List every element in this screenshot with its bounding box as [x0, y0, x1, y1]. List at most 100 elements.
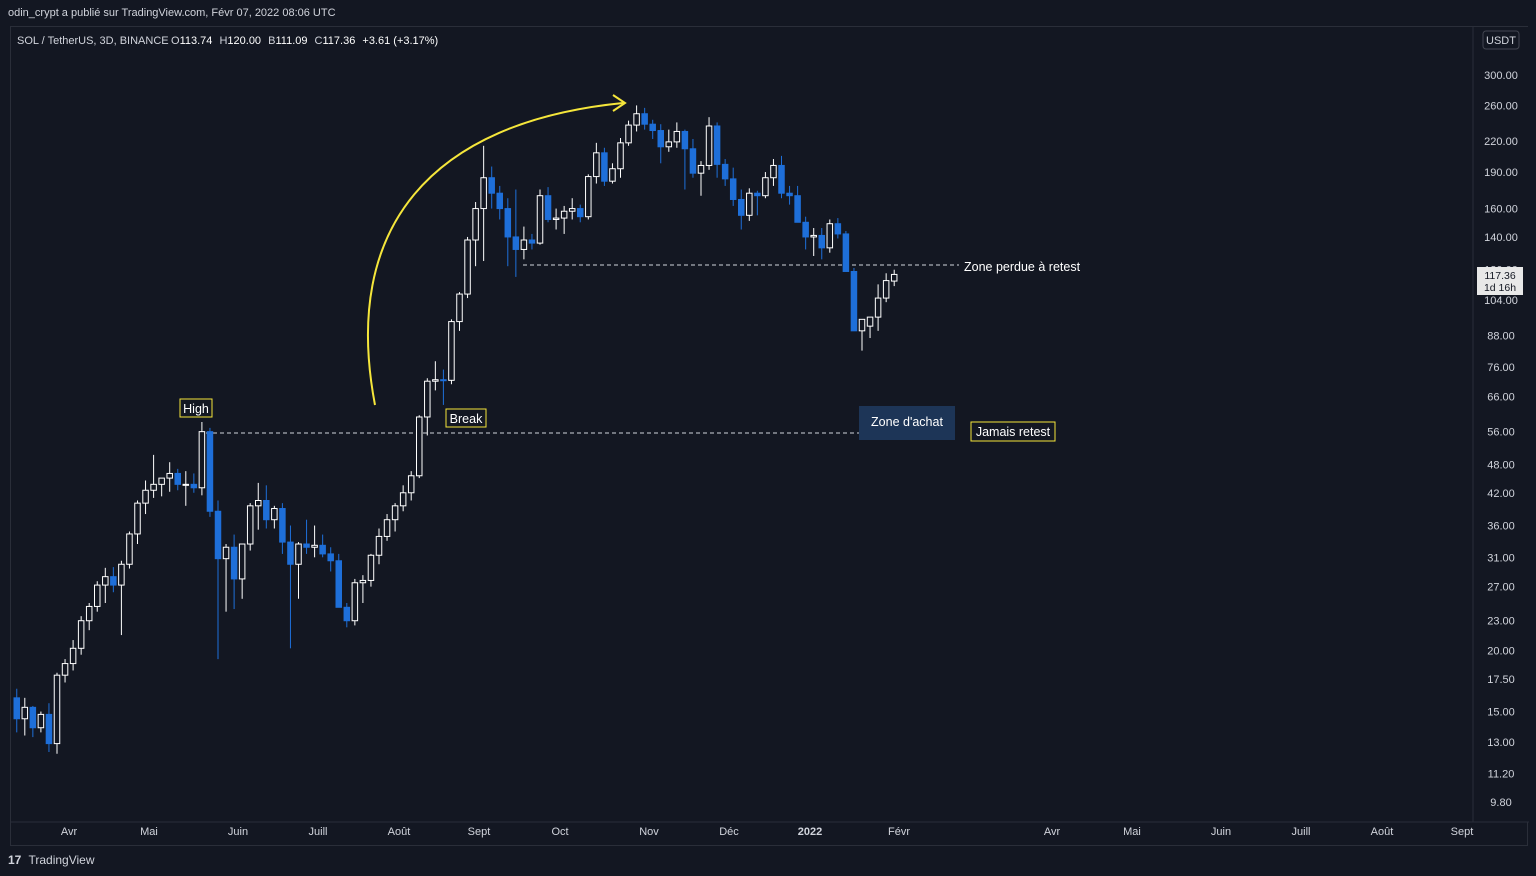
candle-down[interactable] — [544, 195, 552, 220]
candle-up[interactable] — [552, 217, 560, 220]
candle-down[interactable] — [335, 560, 342, 608]
candle-up[interactable] — [375, 535, 383, 556]
candle-up[interactable] — [166, 472, 173, 479]
candle-up[interactable] — [367, 554, 375, 581]
candle-up[interactable] — [351, 582, 359, 622]
candle-down[interactable] — [287, 541, 294, 565]
candle-down[interactable] — [279, 508, 286, 543]
candle-down[interactable] — [713, 125, 721, 165]
candle-up[interactable] — [593, 152, 600, 178]
candle-down[interactable] — [45, 713, 53, 745]
candle-down[interactable] — [496, 192, 503, 210]
jamais-retest-label[interactable]: Jamais retest — [970, 421, 1056, 442]
candle-up[interactable] — [617, 142, 624, 170]
candle-up[interactable] — [874, 297, 882, 318]
candle-up[interactable] — [69, 647, 77, 665]
candle-up[interactable] — [520, 239, 528, 250]
candle-down[interactable] — [110, 576, 117, 586]
candle-up[interactable] — [560, 210, 568, 219]
trend-arrow[interactable] — [366, 102, 624, 406]
chart-canvas[interactable]: 300.00260.00220.00190.00160.00140.00120.… — [11, 27, 1529, 847]
candle-up[interactable] — [858, 318, 866, 332]
candle-down[interactable] — [818, 234, 825, 249]
candle-up[interactable] — [77, 620, 85, 649]
candle-up[interactable] — [383, 519, 391, 537]
candle-down[interactable] — [303, 543, 310, 548]
candle-up[interactable] — [222, 546, 230, 560]
candle-down[interactable] — [834, 223, 842, 235]
candle-up[interactable] — [102, 576, 109, 586]
candle-up[interactable] — [633, 113, 640, 126]
candle-up[interactable] — [311, 544, 318, 548]
candle-up[interactable] — [456, 293, 463, 323]
candle-down[interactable] — [786, 192, 793, 197]
candle-up[interactable] — [198, 431, 206, 489]
price-axis-panel[interactable] — [1473, 27, 1529, 822]
candle-down[interactable] — [327, 553, 334, 562]
candle-up[interactable] — [472, 208, 479, 241]
candle-up[interactable] — [246, 505, 254, 545]
candle-up[interactable] — [480, 177, 487, 210]
candle-up[interactable] — [890, 273, 898, 282]
candle-up[interactable] — [391, 505, 399, 521]
candle-up[interactable] — [746, 192, 753, 216]
candle-up[interactable] — [866, 316, 874, 327]
currency-button[interactable] — [1482, 30, 1520, 50]
candle-up[interactable] — [762, 177, 769, 197]
candle-down[interactable] — [649, 123, 656, 132]
candle-down[interactable] — [343, 606, 351, 622]
zone-perdue-text[interactable]: Zone perdue à retest — [964, 260, 1081, 274]
candle-down[interactable] — [738, 198, 745, 216]
candle-down[interactable] — [794, 195, 801, 223]
candle-down[interactable] — [206, 431, 214, 512]
candle-down[interactable] — [504, 208, 512, 238]
candle-down[interactable] — [29, 706, 37, 729]
candle-up[interactable] — [37, 713, 45, 729]
candle-up[interactable] — [609, 168, 616, 182]
candle-up[interactable] — [182, 483, 190, 486]
candle-down[interactable] — [13, 697, 20, 720]
candle-up[interactable] — [21, 706, 29, 720]
candle-up[interactable] — [665, 141, 673, 148]
candle-down[interactable] — [850, 270, 858, 332]
candle-down[interactable] — [641, 113, 648, 125]
candle-up[interactable] — [359, 579, 367, 584]
candle-up[interactable] — [416, 416, 423, 477]
candle-down[interactable] — [263, 499, 270, 521]
candle-up[interactable] — [150, 483, 157, 491]
tradingview-footer[interactable]: 17 TradingView — [8, 850, 95, 870]
candle-down[interactable] — [721, 163, 729, 180]
candle-up[interactable] — [810, 234, 817, 238]
candle-up[interactable] — [53, 674, 61, 745]
candle-down[interactable] — [214, 510, 222, 560]
candle-up[interactable] — [770, 164, 777, 179]
candle-down[interactable] — [778, 164, 785, 194]
candle-down[interactable] — [657, 130, 664, 148]
candle-up[interactable] — [536, 195, 544, 244]
candle-down[interactable] — [512, 236, 520, 250]
candle-up[interactable] — [399, 492, 407, 507]
candle-down[interactable] — [174, 472, 181, 485]
candle-down[interactable] — [319, 544, 326, 555]
candle-down[interactable] — [440, 379, 447, 382]
candle-up[interactable] — [826, 223, 834, 249]
candle-up[interactable] — [118, 563, 125, 586]
candle-down[interactable] — [488, 177, 495, 194]
candle-up[interactable] — [61, 663, 69, 676]
candle-up[interactable] — [134, 502, 141, 535]
candle-down[interactable] — [754, 192, 761, 197]
candle-up[interactable] — [238, 543, 246, 580]
candle-up[interactable] — [158, 477, 165, 485]
zone-achat-label[interactable]: Zone d'achat — [859, 406, 955, 440]
candle-up[interactable] — [697, 164, 705, 174]
high-label[interactable]: High — [179, 398, 213, 418]
candle-up[interactable] — [432, 379, 439, 382]
candle-down[interactable] — [681, 130, 689, 150]
candle-up[interactable] — [464, 239, 471, 295]
candle-down[interactable] — [190, 483, 198, 489]
candle-up[interactable] — [94, 584, 101, 607]
candle-down[interactable] — [802, 221, 809, 238]
candle-up[interactable] — [424, 380, 431, 418]
symbol-legend[interactable]: SOL / TetherUS, 3D, BINANCE O113.74 H120… — [17, 35, 438, 47]
candle-down[interactable] — [528, 239, 536, 244]
